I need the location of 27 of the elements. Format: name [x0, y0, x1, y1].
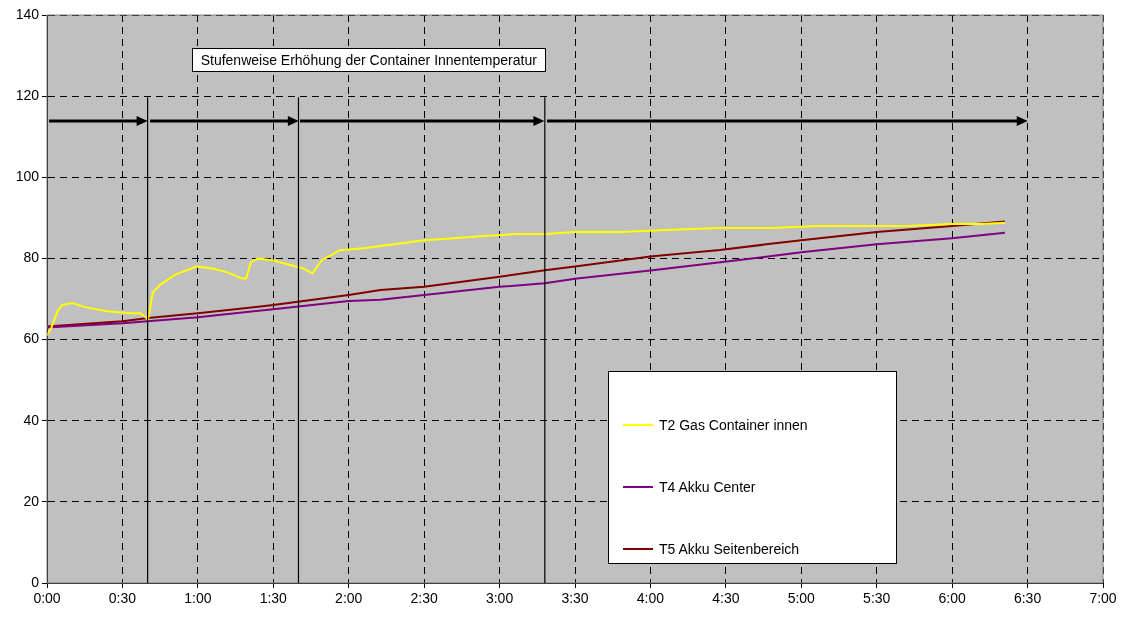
x-tick-label: 3:00 — [485, 590, 514, 607]
y-tick-label: 20 — [23, 492, 40, 509]
y-tick-label: 0 — [31, 573, 40, 590]
y-tick-label: 100 — [15, 168, 40, 185]
y-tick-label: 140 — [15, 5, 40, 22]
annotation: Stufenweise Erhöhung der Container Innentemperatur — [191, 47, 546, 72]
x-tick-label: 7:00 — [1089, 590, 1117, 607]
y-tick-label: 120 — [15, 87, 40, 103]
legend-label: T2 Gas Container innen — [659, 417, 808, 433]
y-tick-label: 80 — [23, 249, 40, 266]
x-tick-label: 3:30 — [561, 590, 589, 607]
x-tick-label: 0:00 — [33, 590, 61, 607]
x-tick-label: 2:30 — [410, 590, 438, 607]
legend-label: T5 Akku Seitenbereich — [659, 541, 800, 557]
x-tick-label: 5:30 — [863, 590, 891, 607]
legend-label: T4 Akku Center — [659, 479, 756, 495]
x-tick-label: 2:00 — [335, 590, 363, 607]
y-tick-label: 60 — [23, 330, 40, 347]
x-tick-label: 4:00 — [636, 590, 665, 607]
x-tick-label: 1:30 — [259, 590, 288, 607]
x-tick-label: 4:30 — [712, 590, 740, 607]
x-tick-label: 5:00 — [787, 590, 816, 607]
x-tick-label: 6:30 — [1013, 590, 1042, 607]
y-tick-label: 40 — [23, 411, 40, 428]
x-tick-label: 1:00 — [184, 590, 212, 607]
x-tick-label: 6:00 — [938, 590, 966, 607]
x-tick-label: 0:30 — [108, 590, 137, 607]
